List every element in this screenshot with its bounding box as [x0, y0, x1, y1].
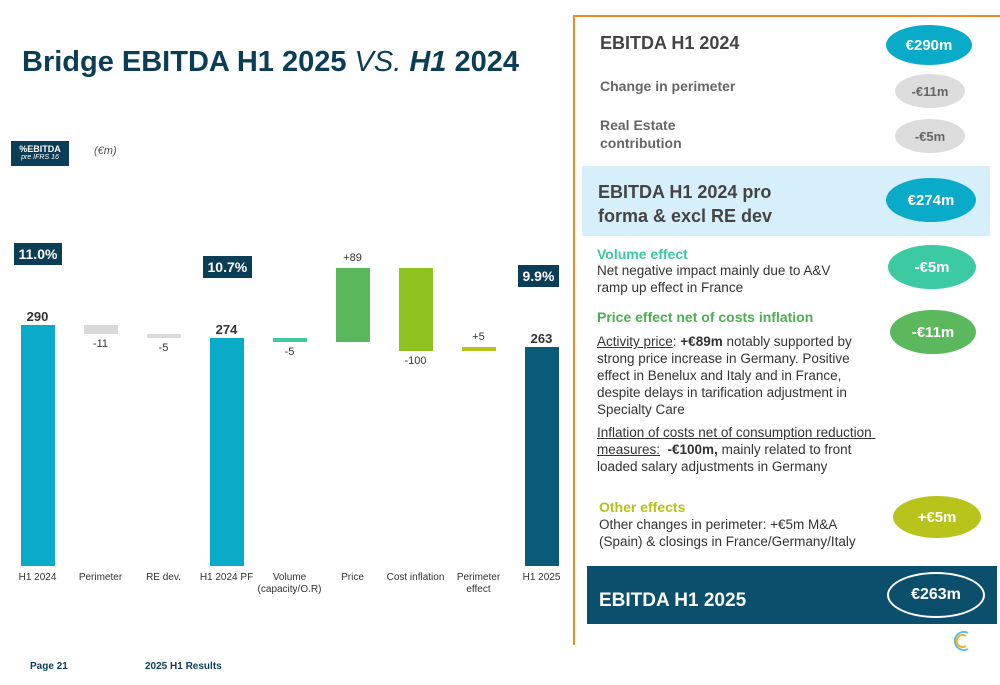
chart: 290 H1 2024 11.0% -11 Perimeter -5 RE dev. 274 H… [13, 242, 560, 595]
start-title: EBITDA H1 2024 [600, 33, 740, 53]
bar [20, 324, 55, 566]
activity-amount: +€89m [676, 334, 723, 349]
inflation-text: Inflation of costs net of consumption re… [597, 424, 879, 475]
value-label: -11 [92, 337, 109, 350]
other-title: Other effects [599, 499, 686, 515]
price-badge: -€11m [890, 310, 976, 354]
bar [398, 267, 433, 352]
adjustment-badge: -€11m [895, 74, 965, 108]
bar [209, 337, 244, 566]
pro-forma-badge: €274m [886, 178, 976, 222]
margin-label: 11.0% [13, 242, 63, 265]
legend-title: %EBITDA [19, 144, 61, 154]
legend-subtitle: pre IFRS 16 [21, 154, 59, 161]
activity-colon: : [672, 334, 677, 349]
adjustment-badge: -€5m [895, 119, 965, 153]
x-tick-label: Volume (capacity/O.R) [257, 572, 322, 595]
x-tick-label: Price [341, 572, 364, 583]
volume-title: Volume effect [597, 246, 688, 262]
margin-label: 9.9% [517, 265, 560, 288]
value-label: -5 [284, 346, 295, 359]
panel-border-left [573, 15, 575, 645]
price-title: Price effect net of costs inflation [597, 309, 814, 325]
adjustment-label: Real Estate contribution [600, 117, 682, 151]
value-label: 263 [530, 331, 553, 347]
value-label: -100 [404, 355, 427, 368]
activity-lead: Activity price [597, 334, 673, 349]
title-year: 2024 [454, 46, 519, 78]
x-tick-label: RE dev. [146, 572, 181, 583]
unit-label: (€m) [94, 145, 117, 157]
pro-forma-title: EBITDA H1 2024 pro forma & excl RE dev [598, 182, 773, 226]
margin-label: 10.7% [202, 255, 253, 278]
start-badge: €290m [886, 25, 972, 65]
bar [146, 333, 181, 338]
volume-badge: -€5m [888, 245, 976, 289]
footer-deck: 2025 H1 Results [145, 661, 222, 672]
other-badge: +€5m [893, 496, 981, 538]
inflation-amount: -€100m, [660, 442, 718, 457]
x-tick-label: Cost inflation [386, 572, 445, 583]
title-vs: VS. [354, 46, 402, 78]
x-tick-label: H1 2024 PF [199, 572, 254, 583]
logo [953, 631, 969, 651]
x-tick-label: H1 2024 [18, 572, 57, 583]
bar [83, 324, 118, 334]
value-label: +89 [343, 251, 362, 264]
end-title: EBITDA H1 2025 [599, 590, 747, 611]
value-label: 274 [215, 321, 238, 337]
value-label: +5 [472, 331, 485, 344]
panel-border-top [573, 15, 1000, 17]
slide-title: Bridge EBITDA H1 2025 VS. H1 2024 [22, 46, 519, 79]
x-tick-label: Perimeter effect [456, 572, 501, 595]
inflation-rest: mainly related to front loaded salary ad… [597, 442, 856, 474]
x-tick-label: Perimeter [78, 572, 123, 583]
adjustment-label: Change in perimeter [600, 78, 736, 94]
bar [461, 347, 496, 352]
end-badge: €263m [887, 572, 985, 618]
value-label: -5 [158, 341, 169, 354]
title-text: Bridge EBITDA H1 2025 [22, 46, 347, 78]
volume-text: Net negative impact mainly due to A&V ra… [597, 263, 831, 295]
bar [335, 267, 370, 343]
other-text: Other changes in perimeter: +€5m M&A (Sp… [599, 517, 856, 549]
x-tick-label: H1 2025 [522, 572, 561, 583]
bar [524, 347, 559, 566]
bar [272, 337, 307, 343]
footer-page: Page 21 [30, 661, 68, 672]
inflation-lead: Inflation of costs net of consumption re… [597, 425, 876, 457]
value-label: 290 [26, 308, 49, 324]
activity-rest: notably supported by strong price increa… [597, 334, 852, 417]
legend-box: %EBITDA pre IFRS 16 [11, 141, 69, 166]
title-h1: H1 [409, 46, 447, 78]
activity-text: Activity price: +€89m notably supported … [597, 333, 879, 418]
